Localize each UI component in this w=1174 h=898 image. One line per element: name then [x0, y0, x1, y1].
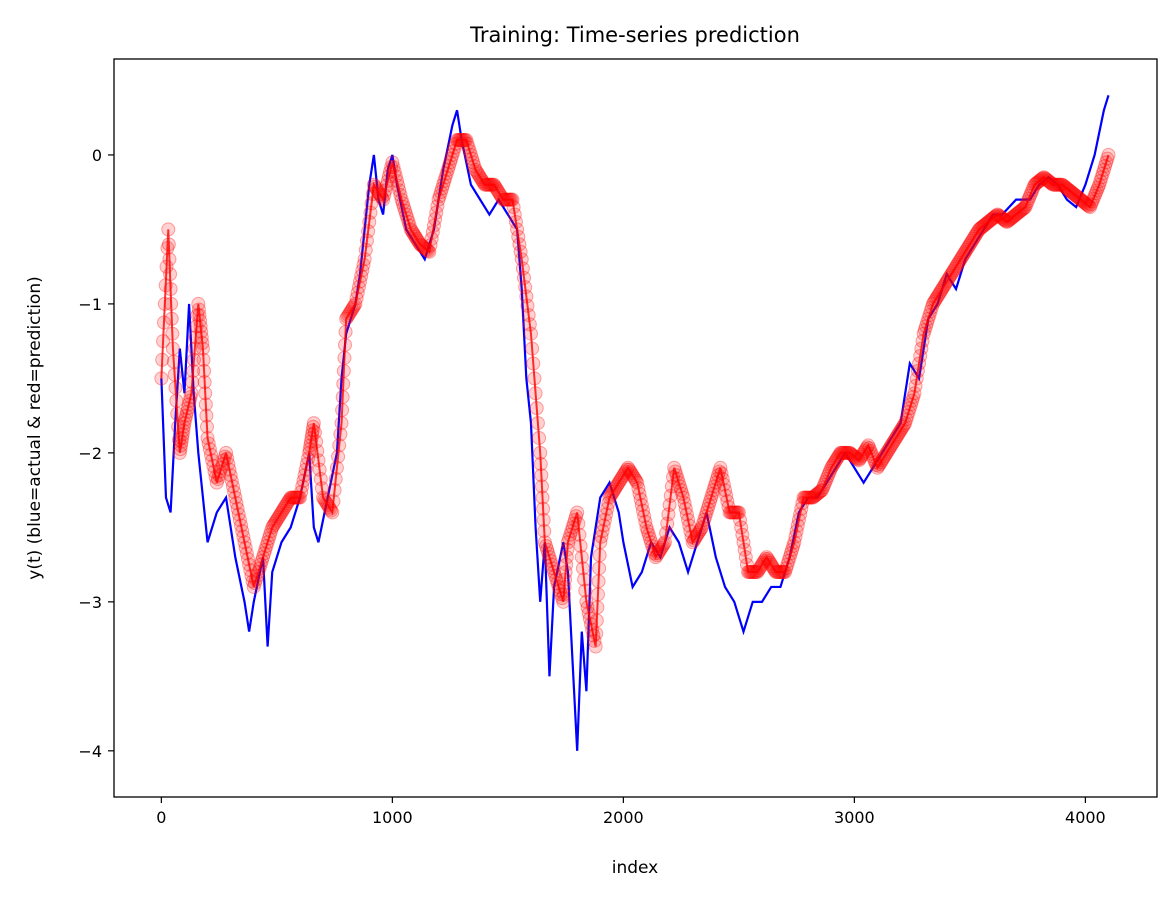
series-prediction-markers [154, 133, 1116, 654]
x-tick-label: 4000 [1065, 808, 1106, 827]
x-tick-label: 0 [156, 808, 166, 827]
x-axis: 0 1000 2000 3000 4000 [156, 797, 1106, 827]
y-tick-label: −1 [78, 295, 102, 314]
x-axis-label: index [612, 858, 659, 878]
x-tick-label: 1000 [372, 808, 413, 827]
y-axis: 0 −1 −2 −3 −4 [78, 146, 114, 761]
y-tick-label: −4 [78, 742, 102, 761]
axes-frame [113, 58, 1158, 798]
y-tick-label: −3 [78, 593, 102, 612]
plot-area [154, 95, 1116, 751]
y-axis-label: y(t) (blue=actual & red=prediction) [25, 276, 45, 579]
x-tick-label: 2000 [603, 808, 644, 827]
series-actual-line [160, 95, 1110, 751]
series-prediction-line [160, 139, 1110, 647]
y-tick-label: −2 [78, 444, 102, 463]
x-tick-label: 3000 [834, 808, 875, 827]
chart-title: Training: Time-series prediction [469, 23, 800, 47]
y-tick-label: 0 [92, 146, 102, 165]
